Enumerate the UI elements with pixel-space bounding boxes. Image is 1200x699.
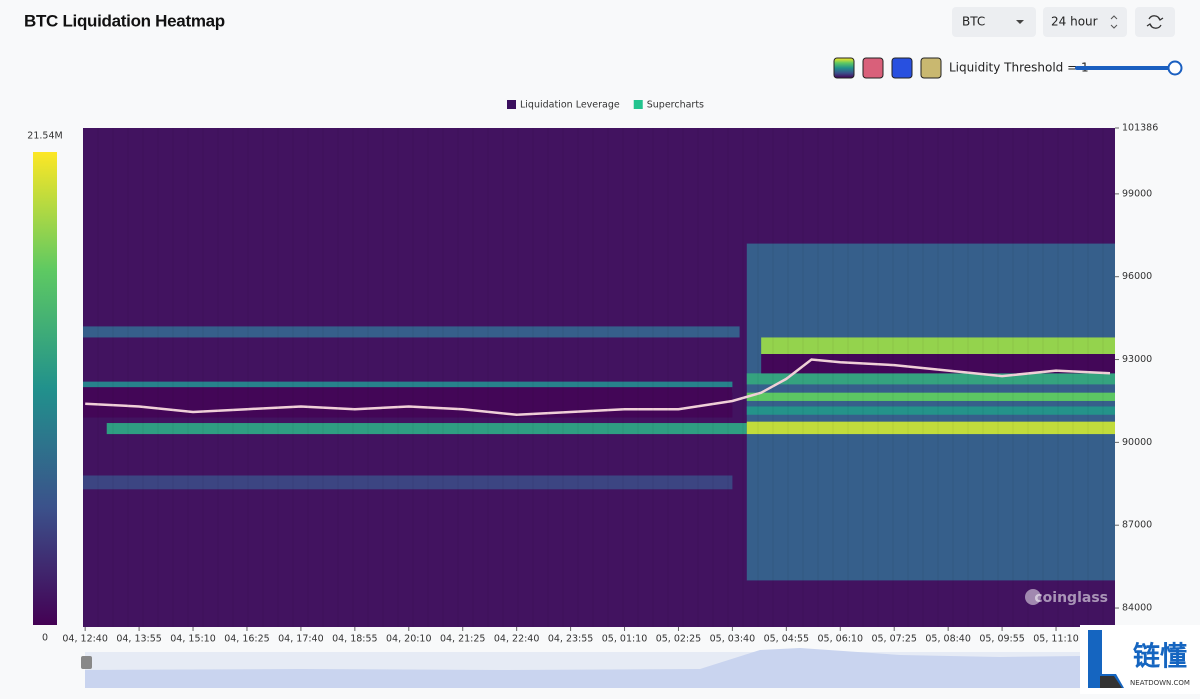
x-tick-label: 05, 01:10 [602,634,648,645]
x-tick-label: 05, 09:55 [979,634,1025,645]
x-tick-label: 05, 06:10 [818,634,864,645]
symbol-value: BTC [962,15,985,29]
heat-band [746,421,1115,435]
y-tick-label: 99000 [1122,188,1152,199]
watermark: coinglass [1034,590,1108,606]
legend-label: Liquidation Leverage [520,100,620,111]
x-tick-label: 04, 13:55 [116,634,162,645]
x-tick-label: 04, 22:40 [494,634,540,645]
refresh-icon [1146,15,1164,29]
heat-band [106,423,747,435]
y-tick-label: 84000 [1122,603,1152,614]
y-tick-label: 90000 [1122,437,1152,448]
x-tick-label: 05, 02:25 [656,634,702,645]
x-tick-label: 05, 03:40 [710,634,756,645]
logo-shadow [1100,676,1122,688]
palette-viridis[interactable] [833,57,855,79]
x-tick-label: 04, 23:55 [548,634,594,645]
x-tick-label: 04, 12:40 [62,634,108,645]
price-line [85,358,1111,417]
legend-swatch [633,100,643,109]
slider-knob[interactable] [1167,60,1183,76]
navigator-area [85,648,1080,688]
heatmap [83,128,1115,627]
logo-mark [1088,630,1124,688]
x-tick-label: 05, 07:25 [871,634,917,645]
y-tick-label: 87000 [1122,520,1152,531]
palette-blue[interactable] [891,57,913,79]
heat-band [746,392,1115,401]
heat-band [761,337,1115,355]
logo-text: 链懂 [1133,641,1187,673]
colorbar-label: 21.54M [27,131,62,142]
x-tick-label: 04, 17:40 [278,634,324,645]
watermark-icon [1025,589,1041,605]
title: BTC Liquidation Heatmap [24,11,225,30]
x-tick-label: 04, 16:25 [224,634,270,645]
navigator-handle[interactable] [81,656,92,669]
spinner [1110,15,1118,29]
palette-red[interactable] [862,57,884,79]
symbol-select[interactable] [952,7,1036,37]
refresh-button[interactable] [1135,7,1175,37]
threshold-label: Liquidity Threshold = 1 [949,61,1089,75]
x-tick-label: 04, 18:55 [332,634,378,645]
heat-band [761,354,1115,374]
heat-band [83,326,740,338]
colorbar-label: 0 [42,633,48,644]
legend-label: Supercharts [647,100,704,111]
heat-band [83,387,733,418]
logo-site: NEATDOWN.COM [1130,679,1190,687]
x-tick-label: 05, 04:55 [764,634,810,645]
x-tick-label: 05, 11:10 [1033,634,1079,645]
y-tick-label: 96000 [1122,271,1152,282]
colorbar [33,152,57,625]
y-tick-label: 93000 [1122,354,1152,365]
x-tick-label: 04, 15:10 [170,634,216,645]
y-tick-label: 101386 [1122,123,1158,134]
palette-gold[interactable] [920,57,942,79]
x-tick-label: 04, 20:10 [386,634,432,645]
x-tick-label: 05, 08:40 [925,634,971,645]
heat-band [83,475,733,490]
heat-band [746,406,1115,415]
dropdown-arrow [1016,20,1024,24]
heat-band [746,373,1115,385]
range-select[interactable] [1043,7,1127,37]
legend-swatch [507,100,516,109]
x-tick-label: 04, 21:25 [440,634,486,645]
range-value: 24 hour [1051,15,1098,29]
slider-track[interactable] [1075,66,1175,70]
